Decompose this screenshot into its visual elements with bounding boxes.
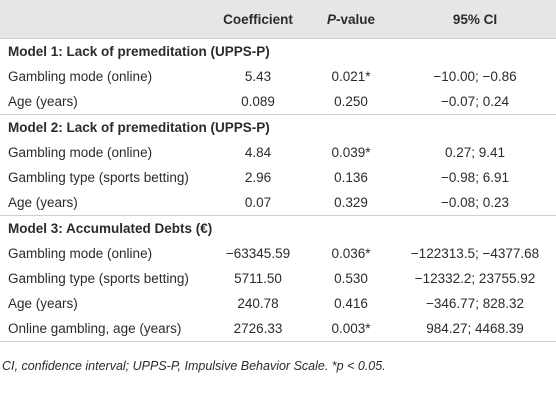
- header-cell: P-value: [308, 0, 394, 39]
- cell: −122313.5; −4377.68: [410, 246, 540, 261]
- section-row: Model 3: Accumulated Debts (€): [0, 215, 556, 241]
- cell: 0.021*: [331, 69, 371, 84]
- blank-header: [0, 0, 208, 39]
- row-label: Online gambling, age (years): [0, 316, 208, 342]
- results-table: Coefficient P-value 95% CI Model 1: Lack…: [0, 0, 556, 342]
- table-body: Model 1: Lack of premeditation (UPPS-P) G…: [0, 38, 556, 342]
- data-row: Gambling mode (online) −63345.59 0.036* −12…: [0, 241, 556, 266]
- cell: −346.77; 828.32: [426, 296, 524, 311]
- cell: 0.039*: [331, 145, 371, 160]
- header-italic: P: [326, 11, 336, 27]
- section-title: Model 2: Lack of premeditation (UPPS-P): [0, 114, 556, 140]
- cell: −12332.2; 23755.92: [414, 271, 536, 286]
- row-label: Gambling mode (online): [8, 69, 153, 84]
- cell: −0.07; 0.24: [441, 94, 509, 109]
- row-label: Gambling mode (online): [8, 246, 153, 261]
- row-label: Gambling type (sports betting): [8, 170, 189, 185]
- cell: 240.78: [237, 296, 279, 311]
- data-row: Age (years) 0.089 0.250 −0.07; 0.24: [0, 89, 556, 115]
- cell: −0.08; 0.23: [441, 195, 509, 210]
- cell: −10.00; −0.86: [433, 69, 517, 84]
- cell: 0.036*: [331, 246, 371, 261]
- row-label: Age (years): [8, 94, 78, 109]
- data-row: Age (years) 0.07 0.329 −0.08; 0.23: [0, 190, 556, 216]
- cell: 0.530: [334, 271, 368, 286]
- data-row: Gambling mode (online) 5.43 0.021* −10.00; …: [0, 64, 556, 89]
- section-row: Model 2: Lack of premeditation (UPPS-P): [0, 114, 556, 140]
- cell: 0.003*: [308, 316, 394, 342]
- section-title: Model 3: Accumulated Debts (€): [0, 215, 556, 241]
- header-cell: Coefficient: [208, 0, 308, 39]
- row-label: Age (years): [8, 296, 78, 311]
- header-row: Coefficient P-value 95% CI: [0, 0, 556, 39]
- section-title: Model 1: Lack of premeditation (UPPS-P): [0, 38, 556, 64]
- cell: 0.250: [334, 94, 368, 109]
- cell: 5.43: [244, 69, 272, 84]
- data-row: Online gambling, age (years) 2726.33 0.003…: [0, 316, 556, 342]
- cell: 0.089: [241, 94, 275, 109]
- cell: 984.27; 4468.39: [394, 316, 556, 342]
- cell: 0.416: [334, 296, 368, 311]
- row-label: Age (years): [8, 195, 78, 210]
- data-row: Gambling type (sports betting) 2.96 0.136 −…: [0, 165, 556, 190]
- header-cell: 95% CI: [394, 0, 556, 39]
- cell: 0.27; 9.41: [444, 145, 506, 160]
- footnote: CI, confidence interval; UPPS-P, Impulsi…: [2, 359, 386, 373]
- data-row: Gambling mode (online) 4.84 0.039* 0.27; 9.…: [0, 140, 556, 165]
- data-row: Gambling type (sports betting) 5711.50 0.5…: [0, 266, 556, 291]
- header-text: -value: [335, 11, 376, 27]
- cell: −63345.59: [225, 246, 291, 261]
- cell: 0.329: [334, 195, 368, 210]
- cell: −0.98; 6.91: [441, 170, 509, 185]
- cell: 5711.50: [234, 271, 282, 286]
- cell: 2726.33: [208, 316, 308, 342]
- cell: 2.96: [244, 170, 272, 185]
- cell: 4.84: [244, 145, 272, 160]
- row-label: Gambling mode (online): [8, 145, 153, 160]
- cell: 0.07: [244, 195, 272, 210]
- cell: 0.136: [334, 170, 368, 185]
- row-label: Gambling type (sports betting): [8, 271, 189, 286]
- data-row: Age (years) 240.78 0.416 −346.77; 828.32: [0, 291, 556, 316]
- section-row: Model 1: Lack of premeditation (UPPS-P): [0, 38, 556, 64]
